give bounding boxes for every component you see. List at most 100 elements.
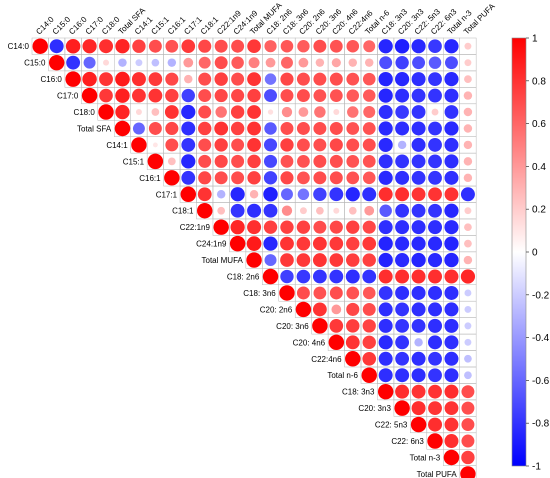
correlation-circle	[395, 88, 410, 103]
correlation-circle	[82, 39, 97, 54]
correlation-circle	[313, 154, 327, 168]
correlation-circle	[313, 89, 327, 102]
correlation-circle	[312, 318, 328, 334]
correlation-circle	[329, 89, 343, 102]
correlation-circle	[264, 89, 277, 103]
correlation-circle	[299, 207, 307, 215]
correlation-circle	[313, 138, 327, 152]
correlation-circle	[378, 351, 393, 366]
correlation-circle	[411, 170, 426, 185]
correlation-circle	[362, 253, 376, 267]
correlation-circle	[132, 39, 146, 53]
correlation-circle	[346, 171, 360, 185]
correlation-circle	[463, 173, 473, 183]
correlation-circle	[395, 203, 410, 218]
correlation-circle	[463, 91, 473, 100]
correlation-circle	[444, 220, 459, 235]
correlation-circle	[231, 72, 245, 86]
correlation-circle	[329, 236, 344, 251]
correlation-circle	[428, 318, 443, 333]
correlation-circle	[131, 72, 146, 87]
correlation-circle	[444, 368, 459, 383]
correlation-circle	[411, 252, 426, 268]
correlation-circle	[165, 39, 179, 53]
correlation-circle	[362, 220, 376, 234]
correlation-circle	[99, 88, 113, 103]
correlation-circle	[411, 368, 426, 383]
correlation-circle	[132, 122, 145, 135]
correlation-circle	[428, 269, 443, 284]
correlation-circle	[313, 220, 327, 234]
correlation-circle	[364, 205, 375, 216]
row-label: C20: 2n6	[260, 305, 293, 314]
correlation-circle	[115, 88, 130, 103]
correlation-circle	[461, 385, 475, 399]
correlation-circle	[181, 170, 196, 185]
correlation-circle	[333, 207, 340, 214]
correlation-circle	[461, 450, 475, 465]
colorbar-tick-label: -0.6	[532, 376, 550, 387]
correlation-circle	[411, 302, 426, 317]
correlation-circle	[428, 302, 443, 317]
correlation-circle	[181, 154, 196, 169]
correlation-circle	[378, 105, 393, 120]
correlation-circle	[444, 302, 459, 317]
correlation-circle	[460, 187, 475, 202]
correlation-circle	[428, 351, 442, 366]
correlation-circle	[345, 269, 360, 284]
correlation-circle	[362, 351, 377, 366]
correlation-circle	[267, 109, 274, 115]
correlation-circle	[214, 89, 228, 103]
correlation-circle	[165, 88, 179, 103]
correlation-circle	[378, 170, 393, 185]
correlation-circle	[428, 121, 442, 136]
colorbar-tick-label: -1	[532, 462, 541, 473]
correlation-circle	[445, 56, 458, 70]
correlation-circle	[247, 154, 261, 169]
row-labels: C14:0 C15:0 C16:0 C17:0 C18:0 Total SFA C14:1 C…	[8, 42, 458, 478]
row-label: C20: 3n3	[358, 404, 391, 413]
correlation-circle	[346, 89, 360, 102]
correlation-circle	[214, 154, 228, 168]
correlation-circle	[213, 219, 229, 235]
correlation-circle	[198, 105, 212, 119]
correlation-circle	[363, 106, 376, 119]
correlation-circle	[395, 368, 410, 383]
correlation-circle	[411, 220, 426, 235]
correlation-circle	[411, 384, 426, 399]
correlation-circle	[148, 88, 163, 103]
correlation-circle	[296, 122, 310, 135]
correlation-circle	[346, 302, 360, 316]
correlation-circle	[395, 351, 410, 366]
correlation-circle	[329, 187, 344, 202]
correlation-circle	[297, 40, 310, 53]
correlation-circle	[329, 171, 343, 185]
correlation-circle	[81, 87, 98, 104]
correlation-circle	[428, 88, 442, 103]
correlation-circle	[296, 236, 311, 251]
correlation-circle	[444, 269, 459, 284]
correlation-circle	[231, 154, 245, 168]
correlation-circle	[395, 72, 410, 87]
row-label: C15:0	[24, 59, 46, 68]
correlation-circle	[395, 170, 410, 185]
correlation-circle	[345, 335, 360, 350]
correlation-circle	[345, 187, 360, 202]
correlation-circle	[329, 286, 343, 300]
correlation-circle	[394, 38, 410, 54]
correlation-circle	[464, 75, 472, 83]
correlation-circle	[378, 368, 393, 383]
correlation-circle	[411, 72, 426, 87]
correlation-circle	[346, 39, 360, 53]
correlation-circle	[181, 104, 196, 120]
correlation-circle	[395, 220, 410, 235]
correlation-circle	[363, 40, 376, 53]
correlation-circle	[395, 121, 410, 136]
correlation-circle	[444, 351, 459, 366]
correlation-circle	[395, 236, 410, 251]
correlation-circle	[148, 39, 162, 53]
correlation-circle	[313, 39, 327, 53]
correlation-circle	[312, 302, 327, 317]
correlation-circle	[135, 59, 143, 67]
